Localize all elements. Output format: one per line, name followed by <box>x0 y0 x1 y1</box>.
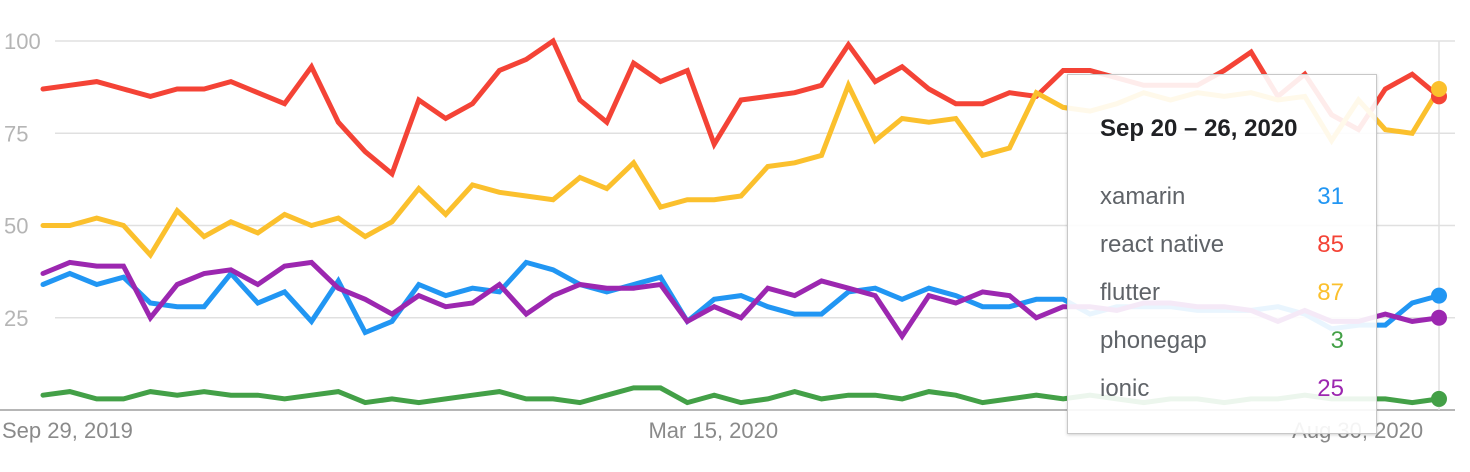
tooltip-series-name: flutter <box>1100 279 1161 306</box>
y-tick-label: 50 <box>4 214 28 239</box>
tooltip-series-name: phonegap <box>1100 327 1207 354</box>
series-end-markers <box>1431 80 1447 407</box>
tooltip-series-value: 85 <box>1317 231 1344 258</box>
y-tick-label: 75 <box>4 121 28 146</box>
tooltip-row-react-native: react native 85 <box>1100 231 1344 263</box>
series-end-point-xamarin <box>1431 287 1447 304</box>
tooltip-series-value: 87 <box>1317 279 1344 306</box>
tooltip-row-flutter: flutter 87 <box>1100 279 1344 311</box>
tooltip-series-value: 25 <box>1317 375 1344 402</box>
tooltip-row-phonegap: phonegap 3 <box>1100 327 1344 359</box>
y-axis-ticks: 100 75 50 25 <box>4 29 41 331</box>
series-end-point-ionic <box>1431 309 1447 326</box>
tooltip-series-value: 3 <box>1330 327 1344 354</box>
y-tick-label: 25 <box>4 306 28 331</box>
tooltip-series-value: 31 <box>1317 183 1344 210</box>
y-tick-label: 100 <box>4 29 41 54</box>
hover-tooltip: Sep 20 – 26, 2020 xamarin 31 react nativ… <box>1067 74 1377 434</box>
x-tick-label: Mar 15, 2020 <box>648 418 778 443</box>
tooltip-date: Sep 20 – 26, 2020 <box>1100 115 1298 142</box>
tooltip-row-ionic: ionic 25 <box>1100 375 1344 407</box>
tooltip-row-xamarin: xamarin 31 <box>1100 183 1344 215</box>
series-end-point-flutter <box>1431 80 1447 97</box>
series-end-point-phonegap <box>1431 390 1447 407</box>
x-tick-label: Sep 29, 2019 <box>2 418 133 443</box>
tooltip-series-name: ionic <box>1100 375 1150 402</box>
tooltip-series-name: react native <box>1100 231 1225 258</box>
tooltip-series-name: xamarin <box>1100 183 1186 210</box>
